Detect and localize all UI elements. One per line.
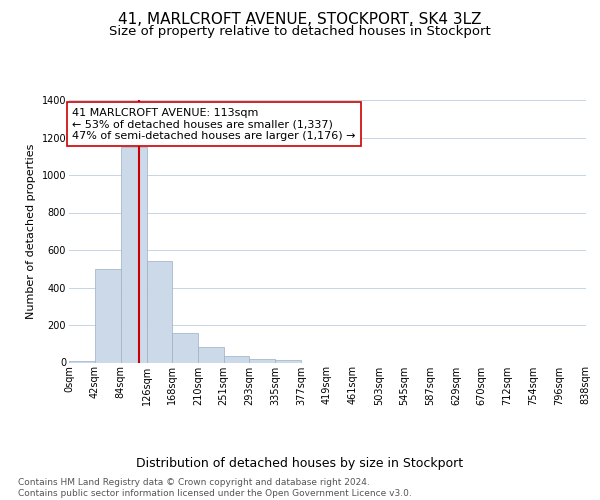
Bar — [224, 356, 250, 362]
Bar — [121, 147, 146, 362]
Bar — [198, 346, 224, 362]
Text: Contains HM Land Registry data © Crown copyright and database right 2024.
Contai: Contains HM Land Registry data © Crown c… — [18, 478, 412, 498]
Bar — [275, 360, 301, 362]
Text: Size of property relative to detached houses in Stockport: Size of property relative to detached ho… — [109, 25, 491, 38]
Bar — [69, 360, 95, 362]
Text: 41, MARLCROFT AVENUE, STOCKPORT, SK4 3LZ: 41, MARLCROFT AVENUE, STOCKPORT, SK4 3LZ — [118, 12, 482, 28]
Text: 41 MARLCROFT AVENUE: 113sqm
← 53% of detached houses are smaller (1,337)
47% of : 41 MARLCROFT AVENUE: 113sqm ← 53% of det… — [72, 108, 356, 140]
Text: Distribution of detached houses by size in Stockport: Distribution of detached houses by size … — [136, 458, 464, 470]
Bar — [250, 359, 275, 362]
Bar — [95, 269, 121, 362]
Y-axis label: Number of detached properties: Number of detached properties — [26, 144, 36, 319]
Bar — [146, 261, 172, 362]
Bar — [172, 332, 198, 362]
